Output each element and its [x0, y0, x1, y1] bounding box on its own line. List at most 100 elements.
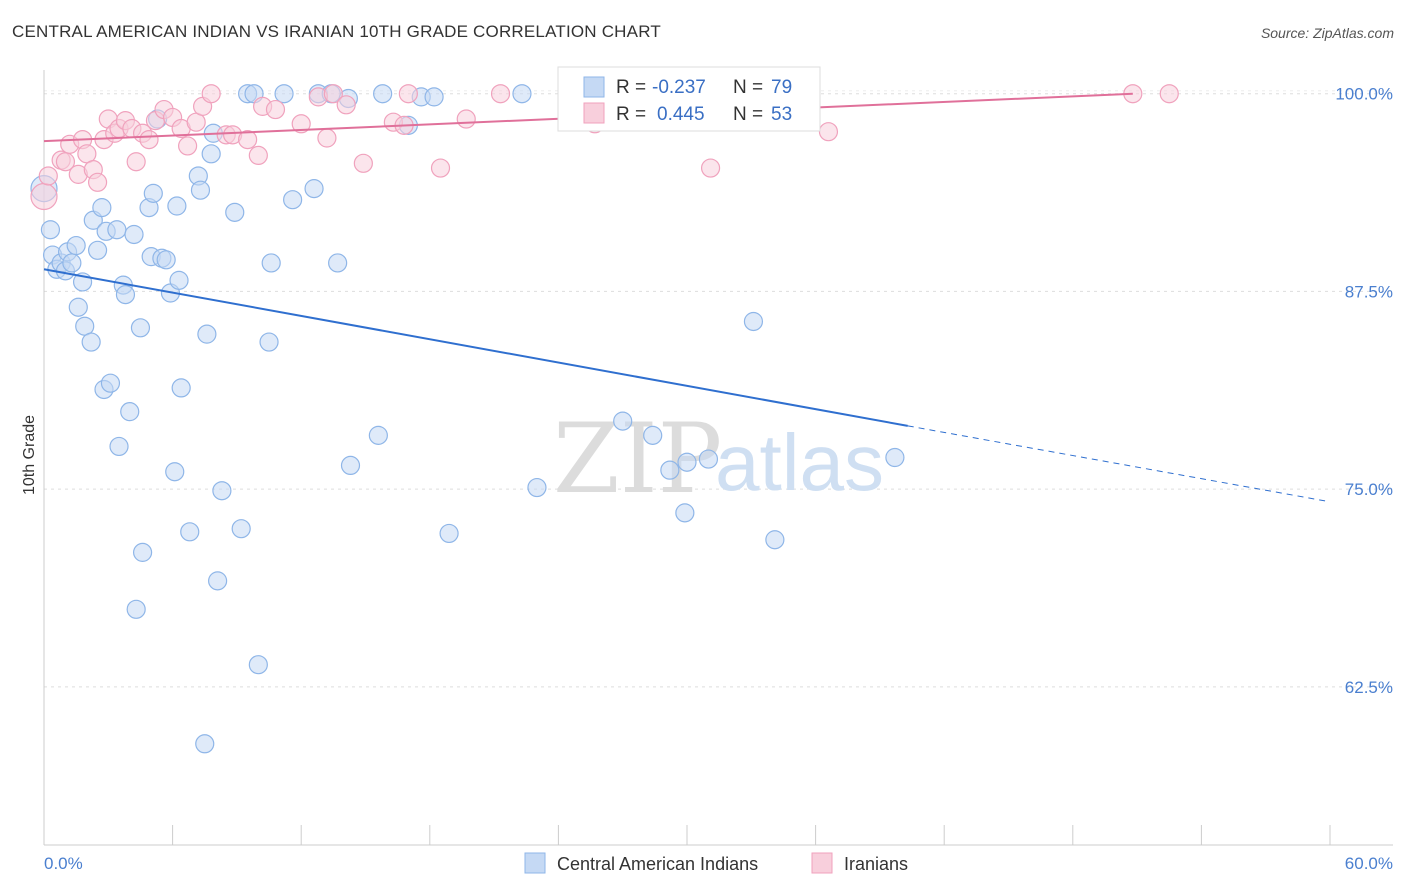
point-central-american-67	[424, 87, 444, 107]
point-iranian-18	[139, 129, 159, 150]
bottom-legend-swatch-iranians	[811, 852, 833, 874]
point-central-american-64	[373, 84, 393, 104]
point-central-american-56	[283, 190, 303, 210]
point-central-american-12	[81, 332, 101, 352]
legend: R = -0.237 N = 79 R = 0.445 N = 53	[557, 66, 821, 132]
chart-source: Source: ZipAtlas.com	[1260, 25, 1394, 41]
point-iranian-41	[398, 84, 418, 104]
point-central-american-76	[698, 449, 719, 469]
point-central-american-19	[107, 220, 127, 240]
point-iranian-35	[317, 128, 337, 148]
point-central-american-24	[124, 224, 144, 245]
x-tick-label-min: 0.0%	[44, 854, 83, 873]
point-central-american-41	[190, 180, 211, 200]
point-iranian-37	[336, 95, 356, 115]
point-central-american-63	[368, 425, 388, 445]
point-central-american-53	[259, 332, 279, 352]
legend-n-label-1: N =	[733, 104, 763, 125]
point-iranian-38	[353, 153, 373, 173]
point-central-american-42	[195, 734, 215, 754]
point-central-american-78	[743, 311, 764, 332]
point-central-american-26	[130, 318, 151, 338]
bottom-legend: Central American Indians Iranians	[524, 852, 908, 874]
point-central-american-60	[328, 253, 348, 273]
y-tick-label-0: 100.0%	[1335, 85, 1393, 104]
point-central-american-79	[885, 447, 905, 468]
trend-line-central-american	[43, 268, 908, 427]
trend-line-central-american-extension	[907, 425, 1331, 503]
point-iranian-36	[323, 84, 343, 104]
point-central-american-33	[156, 250, 176, 270]
point-central-american-70	[527, 477, 547, 498]
point-iranian-42	[430, 158, 451, 178]
point-central-american-77	[765, 530, 785, 550]
point-central-american-74	[675, 503, 695, 523]
y-tick-label-1: 87.5%	[1345, 282, 1393, 301]
point-iranian-0	[30, 182, 58, 211]
point-iranian-43	[456, 109, 476, 129]
point-central-american-1	[40, 220, 61, 240]
bottom-legend-swatch-central-american	[524, 852, 546, 874]
watermark-zip: ZIP	[553, 403, 722, 515]
point-iranian-9	[87, 172, 108, 192]
point-central-american-22	[115, 284, 136, 305]
point-central-american-20	[109, 436, 129, 457]
point-iranian-44	[490, 84, 511, 104]
y-axis-label: 10th Grade	[21, 415, 38, 495]
point-central-american-23	[120, 402, 140, 422]
legend-r-value-0: -0.237	[652, 77, 706, 98]
legend-r-label-1: R =	[616, 104, 646, 125]
legend-swatch-iranians	[583, 102, 605, 124]
bottom-legend-label-iranians: Iranians	[844, 854, 908, 874]
point-iranian-33	[291, 114, 311, 134]
point-central-american-30	[143, 183, 163, 203]
legend-n-value-1: 53	[771, 104, 792, 125]
chart-title: CENTRAL AMERICAN INDIAN VS IRANIAN 10TH …	[12, 22, 661, 41]
point-central-american-46	[208, 571, 228, 591]
point-central-american-62	[340, 455, 361, 476]
point-central-american-9	[68, 297, 88, 317]
point-central-american-43	[197, 324, 217, 344]
legend-r-label-0: R =	[616, 77, 646, 98]
point-central-american-27	[132, 542, 153, 562]
point-central-american-38	[171, 378, 191, 398]
point-iranian-50	[818, 122, 839, 142]
point-central-american-75	[677, 452, 697, 472]
grid-lines	[44, 90, 1393, 688]
point-central-american-52	[248, 655, 268, 675]
point-central-american-35	[165, 462, 185, 482]
bottom-legend-label-central-american: Central American Indians	[557, 854, 758, 874]
point-central-american-44	[201, 144, 221, 164]
point-central-american-15	[92, 198, 112, 218]
point-iranian-48	[700, 158, 721, 178]
x-tick-label-max: 60.0%	[1345, 854, 1393, 873]
point-central-american-14	[87, 240, 108, 260]
point-iranian-26	[201, 84, 221, 104]
point-central-american-72	[643, 425, 663, 445]
point-central-american-7	[62, 253, 82, 273]
point-central-american-69	[512, 84, 532, 104]
point-central-american-36	[169, 270, 189, 290]
point-central-american-68	[439, 523, 459, 544]
point-central-american-55	[274, 84, 294, 104]
point-iranian-52	[1159, 84, 1179, 104]
point-central-american-49	[231, 519, 251, 539]
point-central-american-37	[167, 196, 187, 216]
legend-n-label-0: N =	[733, 77, 763, 98]
point-iranian-32	[265, 99, 286, 120]
y-tick-label-3: 62.5%	[1345, 678, 1393, 697]
y-tick-label-2: 75.0%	[1345, 480, 1393, 499]
point-iranian-30	[248, 145, 268, 166]
y-tick-labels: 100.0% 87.5% 75.0% 62.5%	[1335, 85, 1393, 697]
point-central-american-47	[212, 481, 232, 501]
watermark: ZIP atlas	[553, 403, 884, 515]
legend-n-value-0: 79	[771, 77, 792, 98]
point-central-american-71	[613, 411, 633, 431]
point-iranian-23	[178, 136, 198, 156]
legend-swatch-central-american	[583, 76, 605, 98]
point-central-american-73	[660, 460, 680, 480]
point-central-american-54	[261, 253, 281, 273]
point-iranian-1	[38, 166, 58, 186]
point-central-american-57	[304, 179, 324, 199]
